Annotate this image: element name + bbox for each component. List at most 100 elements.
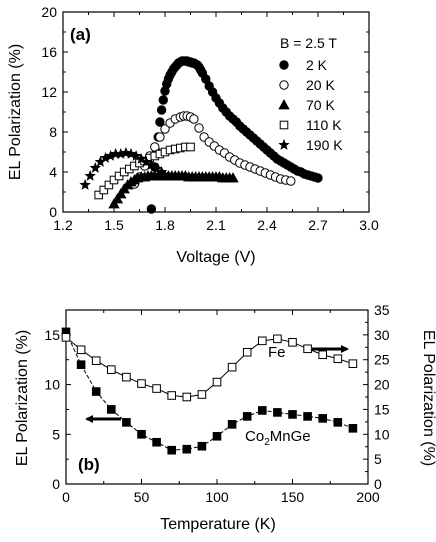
data-point-190-k	[130, 150, 142, 161]
data-point-co2mnge	[333, 418, 343, 427]
panel-b-left-y-tick-label: 0	[52, 476, 60, 492]
data-point-co2mnge	[303, 412, 312, 421]
data-point-fe	[107, 365, 116, 374]
legend-label-20-k: 20 K	[306, 77, 335, 93]
data-point-70-k	[111, 193, 124, 204]
panel-a-x-tick-label: 1.5	[104, 217, 124, 233]
co2mnge-label-sub: 2	[264, 437, 270, 448]
panel-a-x-tick-label: 2.4	[257, 217, 277, 233]
data-point-co2mnge	[197, 441, 207, 451]
panel-a: 1.2 1.5 1.8 2.1 2.4 2.7 3.0 0 4 8 12 16 20 (a) B = 2…	[7, 4, 379, 266]
panel-a-label: (a)	[70, 25, 91, 44]
panel-b-x-tick-label: 50	[134, 489, 150, 505]
data-point-20-k	[194, 123, 204, 133]
data-point-fe	[303, 344, 312, 354]
data-point-co2mnge	[273, 408, 282, 417]
data-point-co2mnge	[167, 445, 176, 455]
panel-a-y-tick-label: 8	[49, 124, 57, 140]
panel-a-x-axis-label: Voltage (V)	[176, 249, 255, 266]
data-point-fe	[273, 334, 282, 344]
data-point-fe	[348, 359, 358, 368]
panel-b-points	[61, 327, 358, 455]
co2mnge-series-label: Co2MnGe	[245, 428, 311, 448]
legend-marker-20-k	[279, 80, 289, 90]
data-point-fe	[137, 379, 146, 388]
data-point-co2mnge	[348, 424, 358, 433]
data-point-20-k	[150, 142, 160, 152]
data-point-190-k	[115, 148, 127, 159]
data-point-190-k	[109, 148, 122, 159]
panel-a-y-axis-label: EL Polarization (%)	[7, 44, 24, 180]
data-point-fe	[152, 384, 161, 393]
data-point-fe	[258, 336, 267, 346]
legend-marker-2-k	[279, 60, 289, 70]
data-point-2-k	[313, 173, 323, 183]
panel-b-x-tick-label: 200	[356, 489, 380, 505]
series-190-k	[79, 147, 168, 190]
panel-a-x-tick-label: 3.0	[359, 217, 379, 233]
panel-b-left-y-tick-label: 15	[44, 327, 60, 343]
panel-b-left-y-axis-label: EL Polarization (%)	[14, 330, 31, 466]
data-point-co2mnge	[227, 420, 237, 429]
panel-b-frame	[65, 309, 369, 485]
co2mnge-label-tail: MnGe	[270, 428, 311, 445]
panel-b-left-y-tick-label: 10	[44, 377, 60, 393]
panel-b-label: (b)	[78, 455, 100, 474]
panel-a-x-tick-label: 1.2	[53, 217, 73, 233]
data-point-fe	[167, 391, 176, 400]
legend-item-2-k: 2 K	[279, 57, 328, 73]
panel-b-right-y-tick-label: 0	[374, 476, 382, 492]
data-point-190-k	[99, 152, 112, 163]
legend-item-190-k: 190 K	[278, 137, 343, 153]
data-point-co2mnge	[152, 437, 161, 447]
data-point-70-k	[115, 188, 127, 199]
series-co2mnge	[61, 327, 358, 455]
data-point-co2mnge	[182, 444, 192, 454]
panel-b-right-y-tick-label: 10	[374, 426, 390, 442]
panel-b-ticks	[65, 309, 369, 485]
panel-b-right-y-tick-label: 15	[374, 401, 390, 417]
panel-a-y-tick-label: 4	[49, 164, 57, 180]
data-point-fe	[61, 333, 71, 342]
data-point-co2mnge	[122, 418, 131, 427]
data-point-20-k	[155, 132, 165, 142]
panel-b-right-y-tick-label: 20	[374, 377, 390, 393]
panel-a-y-tick-label: 0	[49, 204, 57, 220]
data-point-20-k	[286, 176, 296, 186]
legend-label-110-k: 110 K	[306, 117, 342, 133]
data-point-110-k	[99, 185, 109, 195]
data-point-co2mnge	[76, 360, 86, 369]
data-point-190-k	[89, 162, 102, 173]
series-fe	[61, 333, 358, 402]
data-point-co2mnge	[242, 412, 252, 421]
data-point-co2mnge	[258, 406, 267, 415]
data-point-190-k	[94, 156, 107, 167]
panel-a-y-tick-label: 20	[41, 4, 57, 20]
panel-b-right-y-tick-label: 5	[374, 451, 382, 467]
data-point-fe	[333, 354, 343, 364]
data-point-110-k	[186, 142, 195, 152]
data-point-190-k	[104, 150, 117, 161]
panel-a-ticks	[62, 11, 370, 213]
panel-b-x-axis-label: Temperature (K)	[160, 516, 276, 533]
legend-marker-190-k	[278, 139, 290, 150]
data-point-co2mnge	[91, 387, 101, 396]
data-point-fe	[197, 390, 207, 399]
fe-series-label: Fe	[268, 344, 286, 361]
legend-marker-70-k	[278, 99, 290, 110]
data-point-190-k	[135, 153, 147, 164]
data-point-fe	[288, 338, 297, 347]
data-point-fe	[242, 347, 252, 357]
panel-b-right-y-tick-label: 25	[374, 352, 390, 368]
legend-label-70-k: 70 K	[306, 97, 335, 113]
data-point-70-k	[108, 198, 120, 209]
data-point-fe	[122, 372, 131, 382]
panel-b-x-tick-label: 150	[281, 489, 305, 505]
legend-label-2-k: 2 K	[306, 57, 328, 73]
data-point-20-k	[189, 114, 199, 124]
data-point-190-k	[140, 156, 153, 167]
panel-b-x-tick-label: 0	[62, 489, 70, 505]
